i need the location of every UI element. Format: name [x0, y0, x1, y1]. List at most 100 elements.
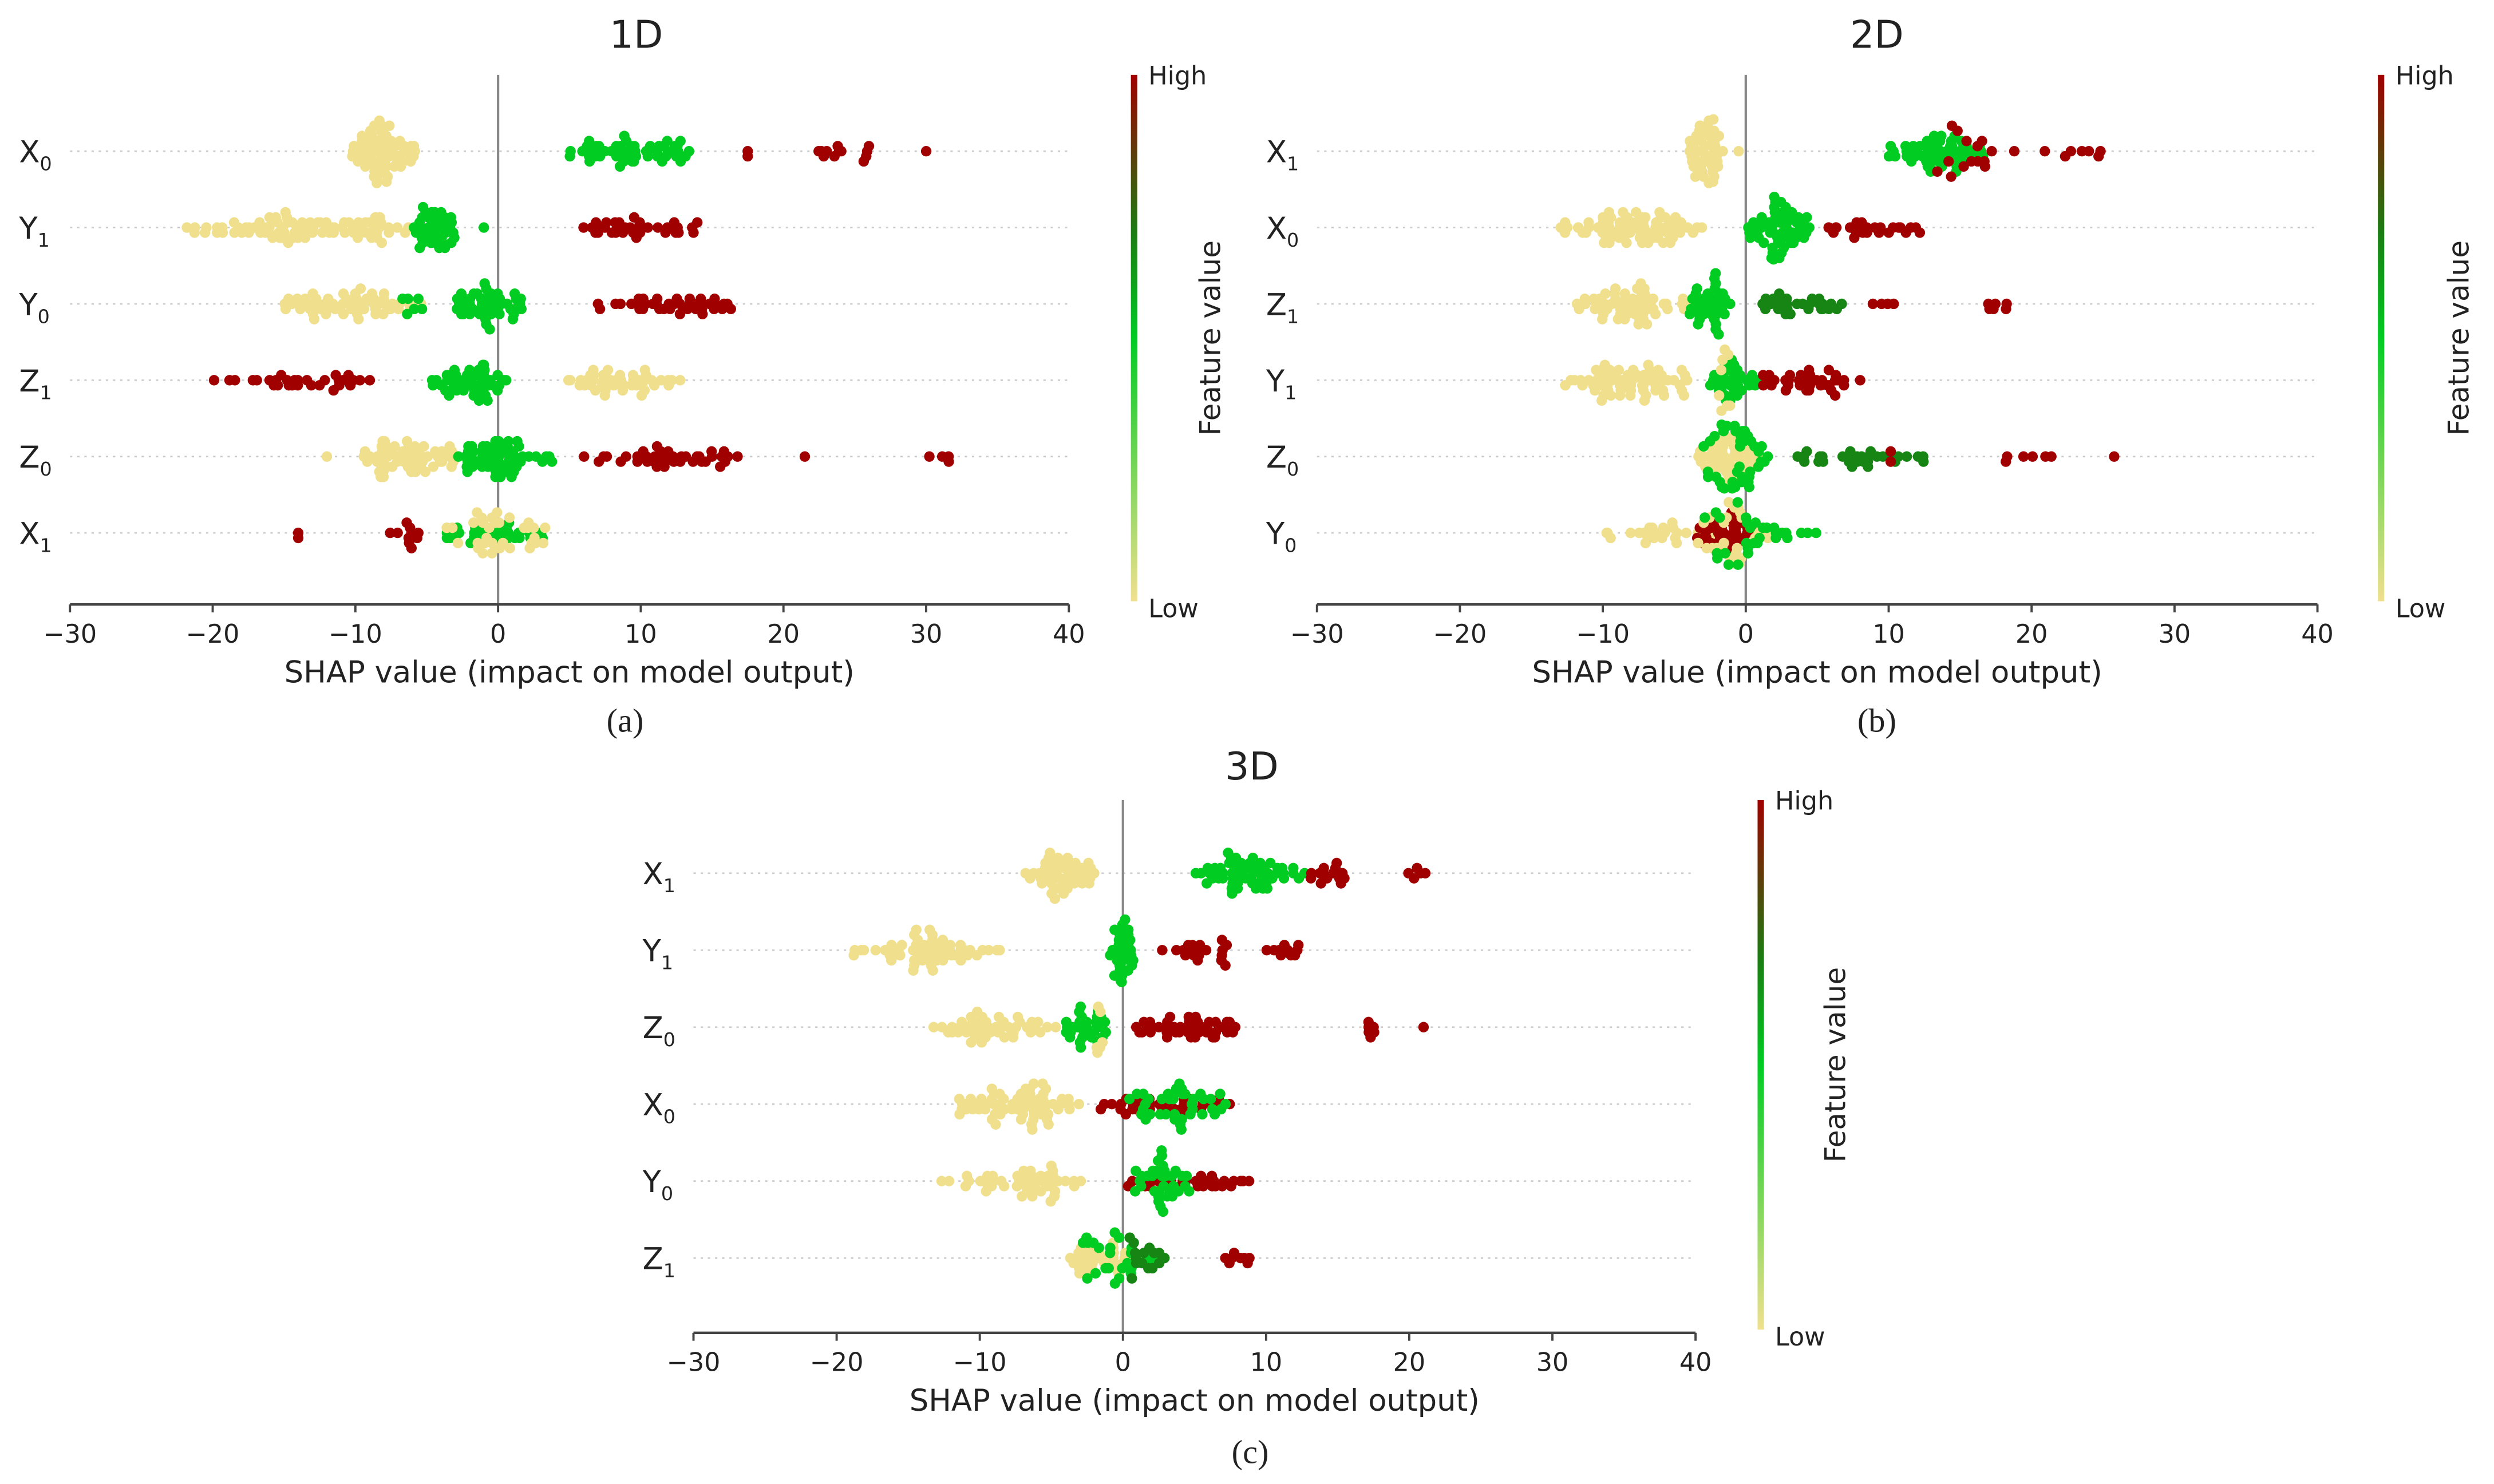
shap-point — [464, 365, 475, 375]
shap-point — [1936, 130, 1947, 141]
feature-label: Z0 — [643, 1011, 675, 1051]
shap-point — [384, 227, 394, 238]
shap-point — [1197, 1181, 1209, 1192]
shap-point — [955, 940, 966, 951]
shap-point — [1210, 1016, 1221, 1027]
shap-point — [337, 375, 348, 386]
shap-point — [317, 227, 328, 238]
shap-point — [1579, 293, 1590, 304]
shap-point — [1127, 1273, 1137, 1284]
shap-point — [1049, 893, 1061, 904]
shap-point — [1418, 1022, 1429, 1032]
shap-point — [1687, 156, 1698, 167]
shap-point — [975, 1176, 986, 1186]
shap-point — [718, 446, 730, 457]
shap-point — [1766, 380, 1777, 391]
shap-point — [402, 293, 413, 304]
shap-point — [954, 1109, 965, 1120]
shap-point — [1046, 1160, 1057, 1172]
shap-point — [1228, 1248, 1240, 1259]
shap-point — [585, 370, 596, 381]
shap-point — [1795, 370, 1807, 381]
shap-point — [1207, 1032, 1218, 1043]
shap-point — [386, 136, 397, 147]
shap-point — [1725, 298, 1736, 310]
shap-point — [1040, 857, 1051, 869]
feature-label-subscript: 1 — [663, 874, 675, 897]
shap-point — [1658, 523, 1669, 533]
feature-label: X1 — [643, 857, 675, 897]
shap-point — [1227, 1027, 1238, 1038]
shap-point — [1156, 1145, 1167, 1156]
shap-point — [954, 1094, 965, 1105]
feature-label: Z1 — [1266, 287, 1299, 327]
shap-point — [370, 212, 381, 223]
shap-point — [283, 238, 294, 248]
shap-point — [1109, 970, 1120, 981]
shap-point — [1885, 141, 1896, 152]
shap-point — [1605, 390, 1616, 401]
shap-point — [799, 451, 811, 462]
shap-point — [1803, 303, 1814, 315]
shap-point — [1069, 1181, 1080, 1192]
shap-point — [936, 1176, 947, 1186]
shap-point — [1744, 481, 1754, 493]
feature-label: Y0 — [1266, 517, 1297, 557]
shap-point — [1684, 308, 1695, 319]
shap-point — [1943, 156, 1954, 167]
shap-point — [494, 543, 505, 553]
x-tick-label: −10 — [329, 620, 382, 649]
shap-point — [1801, 446, 1812, 457]
shap-point — [1793, 212, 1804, 223]
shap-point — [409, 441, 420, 452]
shap-point — [1169, 1114, 1180, 1125]
shap-point — [1195, 940, 1206, 951]
shap-point — [1081, 1016, 1092, 1027]
shap-point — [1801, 212, 1812, 223]
shap-point — [1681, 527, 1691, 539]
shap-point — [1781, 293, 1792, 304]
feature-row-x0 — [954, 1078, 1235, 1135]
shap-point — [425, 238, 437, 248]
shap-point — [1757, 523, 1769, 533]
shap-point — [389, 441, 400, 452]
shap-point — [1020, 868, 1031, 878]
shap-point — [401, 517, 412, 528]
shap-point — [254, 217, 265, 228]
shap-point — [938, 955, 948, 966]
shap-point — [971, 949, 982, 961]
shap-point — [441, 370, 452, 381]
x-tick-label: 40 — [1053, 620, 1085, 649]
shap-point — [1744, 380, 1754, 391]
colorbar-high-label: High — [1775, 787, 1833, 816]
shap-point — [1162, 1191, 1173, 1202]
shap-point — [1210, 1181, 1221, 1192]
shap-point — [1288, 862, 1299, 874]
shap-point — [1723, 559, 1734, 570]
shap-point — [1560, 217, 1571, 228]
feature-label-name: Z — [19, 364, 39, 399]
shap-point — [924, 451, 935, 462]
shap-point — [591, 141, 602, 152]
shap-point — [283, 293, 294, 304]
shap-point — [1694, 120, 1705, 131]
shap-point — [715, 461, 726, 472]
shap-point — [492, 507, 503, 518]
shap-point — [1769, 192, 1780, 203]
shap-point — [1732, 497, 1743, 508]
x-tick-label: 10 — [625, 620, 657, 649]
shap-point — [1120, 914, 1131, 925]
shap-point — [614, 370, 626, 381]
feature-label: Y0 — [18, 287, 49, 327]
shap-point — [645, 141, 656, 152]
feature-label: X0 — [19, 135, 52, 175]
shap-point — [1756, 441, 1767, 452]
shap-point — [1093, 1001, 1104, 1012]
shap-point — [1590, 385, 1600, 396]
shap-point — [980, 1032, 991, 1043]
shap-point — [516, 303, 527, 315]
shap-point — [1244, 1253, 1255, 1264]
shap-point — [1765, 227, 1776, 238]
shap-point — [1053, 852, 1064, 864]
